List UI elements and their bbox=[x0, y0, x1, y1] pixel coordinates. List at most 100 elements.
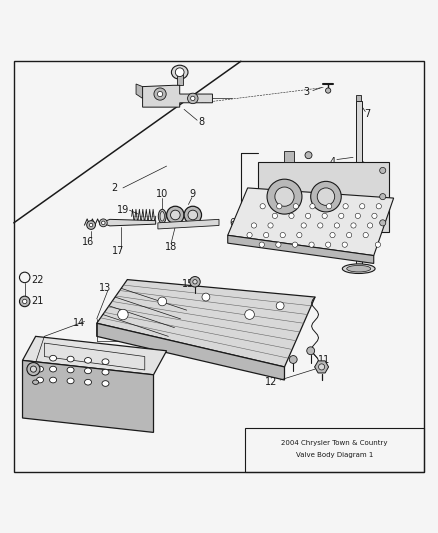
Circle shape bbox=[339, 213, 344, 219]
Ellipse shape bbox=[67, 356, 74, 362]
Circle shape bbox=[376, 204, 381, 209]
Circle shape bbox=[280, 232, 286, 238]
Circle shape bbox=[380, 220, 386, 226]
Polygon shape bbox=[228, 235, 374, 263]
Circle shape bbox=[259, 242, 265, 247]
Circle shape bbox=[187, 93, 198, 103]
Circle shape bbox=[170, 210, 180, 220]
Circle shape bbox=[334, 223, 339, 228]
Circle shape bbox=[355, 213, 360, 219]
Circle shape bbox=[326, 204, 332, 209]
Circle shape bbox=[102, 221, 105, 224]
Circle shape bbox=[311, 181, 341, 212]
Circle shape bbox=[342, 242, 347, 247]
Circle shape bbox=[87, 221, 95, 229]
Circle shape bbox=[297, 232, 302, 238]
Circle shape bbox=[245, 310, 254, 319]
Bar bbox=[177, 73, 183, 85]
Circle shape bbox=[275, 187, 294, 206]
Circle shape bbox=[202, 293, 210, 301]
Circle shape bbox=[351, 223, 356, 228]
Circle shape bbox=[322, 213, 327, 219]
Circle shape bbox=[277, 204, 282, 209]
Text: 22: 22 bbox=[31, 274, 44, 285]
Text: 8: 8 bbox=[198, 117, 205, 127]
Ellipse shape bbox=[36, 366, 43, 372]
Text: Valve Body Diagram 1: Valve Body Diagram 1 bbox=[296, 452, 373, 458]
Ellipse shape bbox=[102, 369, 109, 375]
Bar bbox=[356, 101, 362, 266]
Circle shape bbox=[380, 167, 386, 174]
Ellipse shape bbox=[171, 65, 188, 79]
Circle shape bbox=[346, 232, 352, 238]
Circle shape bbox=[154, 88, 166, 100]
Circle shape bbox=[325, 88, 331, 93]
Circle shape bbox=[247, 232, 252, 238]
Ellipse shape bbox=[85, 358, 92, 363]
Circle shape bbox=[375, 242, 381, 247]
Polygon shape bbox=[228, 188, 394, 256]
Polygon shape bbox=[97, 323, 285, 380]
Text: 4: 4 bbox=[329, 157, 336, 167]
Ellipse shape bbox=[36, 377, 43, 383]
Bar bbox=[285, 151, 294, 161]
Text: 17: 17 bbox=[113, 246, 125, 256]
Polygon shape bbox=[314, 361, 328, 373]
Polygon shape bbox=[101, 220, 155, 226]
Circle shape bbox=[372, 213, 377, 219]
Polygon shape bbox=[158, 220, 219, 229]
Bar bbox=[356, 95, 361, 101]
Ellipse shape bbox=[32, 380, 39, 384]
Circle shape bbox=[289, 356, 297, 364]
Circle shape bbox=[305, 152, 312, 159]
Ellipse shape bbox=[67, 367, 74, 373]
Ellipse shape bbox=[49, 356, 57, 361]
Circle shape bbox=[89, 223, 93, 227]
Circle shape bbox=[166, 206, 184, 224]
Text: 12: 12 bbox=[265, 377, 278, 387]
Ellipse shape bbox=[102, 359, 109, 365]
Circle shape bbox=[360, 204, 365, 209]
Circle shape bbox=[267, 179, 302, 214]
Bar bbox=[245, 428, 424, 472]
Circle shape bbox=[318, 364, 325, 370]
Circle shape bbox=[305, 213, 311, 219]
Circle shape bbox=[99, 219, 107, 227]
Ellipse shape bbox=[67, 378, 74, 384]
Ellipse shape bbox=[85, 379, 92, 385]
Polygon shape bbox=[136, 84, 143, 99]
Circle shape bbox=[276, 302, 284, 310]
Circle shape bbox=[276, 242, 281, 247]
Text: 14: 14 bbox=[73, 318, 85, 328]
Text: 18: 18 bbox=[165, 242, 177, 252]
Circle shape bbox=[272, 213, 278, 219]
Circle shape bbox=[188, 210, 198, 220]
Ellipse shape bbox=[85, 368, 92, 374]
Circle shape bbox=[264, 232, 269, 238]
Circle shape bbox=[191, 96, 195, 101]
Circle shape bbox=[317, 188, 335, 205]
Circle shape bbox=[268, 223, 273, 228]
Text: 5: 5 bbox=[373, 165, 379, 175]
Text: 6: 6 bbox=[229, 218, 235, 228]
Text: 15: 15 bbox=[182, 279, 194, 289]
Circle shape bbox=[301, 223, 306, 228]
Text: 11: 11 bbox=[318, 356, 330, 365]
Circle shape bbox=[292, 242, 297, 247]
Text: 3: 3 bbox=[303, 87, 309, 97]
Ellipse shape bbox=[347, 265, 371, 272]
Circle shape bbox=[318, 223, 323, 228]
Circle shape bbox=[184, 206, 201, 224]
Text: 7: 7 bbox=[364, 109, 371, 119]
Circle shape bbox=[260, 204, 265, 209]
Circle shape bbox=[330, 232, 335, 238]
Circle shape bbox=[118, 309, 128, 320]
Circle shape bbox=[27, 362, 40, 376]
Ellipse shape bbox=[158, 209, 166, 223]
Text: 9: 9 bbox=[190, 189, 196, 199]
Text: 2004 Chrysler Town & Country: 2004 Chrysler Town & Country bbox=[282, 440, 388, 446]
Polygon shape bbox=[97, 280, 315, 367]
Polygon shape bbox=[143, 85, 212, 107]
Circle shape bbox=[380, 193, 386, 200]
Circle shape bbox=[367, 223, 373, 228]
